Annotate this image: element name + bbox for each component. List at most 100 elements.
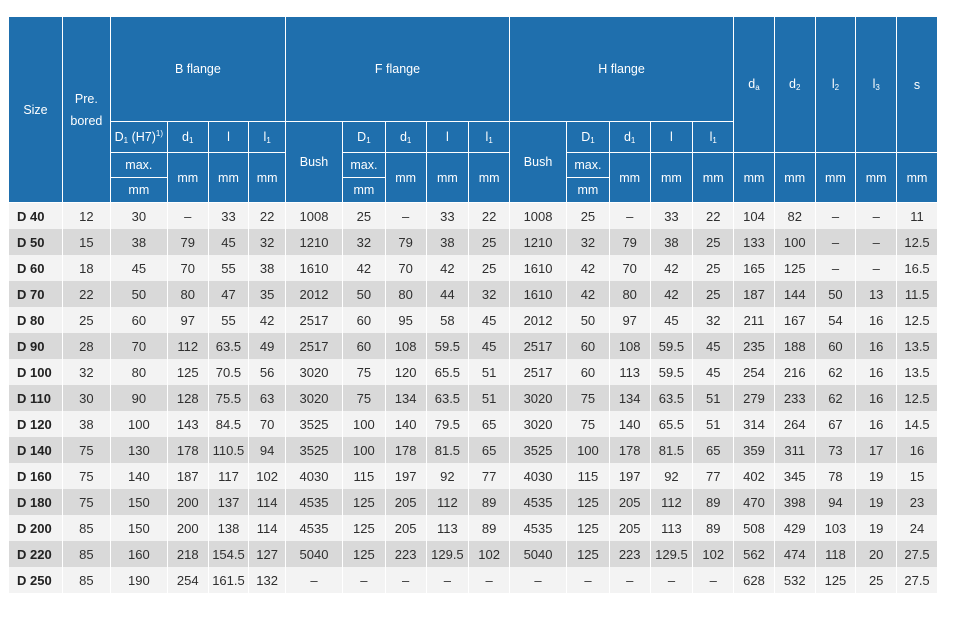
header-h-max: max. [566, 152, 610, 178]
table-cell: 42 [248, 307, 286, 333]
table-cell: 178 [384, 437, 427, 463]
header-b-d1-unit: mm [166, 152, 209, 203]
table-cell: 70 [109, 333, 168, 359]
header-l3: l3 [855, 16, 898, 153]
table-cell: 45 [468, 333, 511, 359]
table-cell: 108 [384, 333, 427, 359]
header-d2-unit: mm [773, 152, 816, 203]
table-cell: 125 [566, 541, 610, 567]
table-cell: 12.5 [896, 229, 938, 255]
table-cell: 80 [109, 359, 168, 385]
table-cell: 55 [207, 307, 250, 333]
table-cell: 562 [733, 541, 775, 567]
table-cell: 63.5 [207, 333, 250, 359]
header-h-l1: l1 [692, 121, 735, 153]
table-cell: 70.5 [207, 359, 250, 385]
table-cell: 114 [248, 489, 286, 515]
size-cell: D 220 [8, 541, 63, 567]
table-cell: 150 [109, 515, 168, 541]
table-cell: 178 [608, 437, 651, 463]
table-cell: 4535 [284, 489, 344, 515]
table-cell: 81.5 [425, 437, 470, 463]
header-b-l: l [207, 121, 250, 153]
table-cell: 75 [566, 385, 610, 411]
header-s-unit: mm [896, 152, 938, 203]
header-size: Size [8, 16, 63, 203]
table-cell: 13 [855, 281, 898, 307]
table-cell: 113 [425, 515, 470, 541]
table-cell: 50 [109, 281, 168, 307]
table-cell: 20 [855, 541, 898, 567]
table-cell: 25 [566, 202, 610, 229]
table-cell: 102 [468, 541, 511, 567]
table-cell: 197 [608, 463, 651, 489]
table-cell: 16 [855, 307, 898, 333]
table-cell: 80 [384, 281, 427, 307]
table-cell: 264 [773, 411, 816, 437]
table-cell: 102 [248, 463, 286, 489]
table-cell: 84.5 [207, 411, 250, 437]
table-cell: 5040 [284, 541, 344, 567]
table-cell: – [814, 255, 857, 281]
table-cell: 65.5 [649, 411, 694, 437]
table-cell: 63.5 [649, 385, 694, 411]
table-cell: 12 [61, 202, 111, 229]
table-cell: 38 [109, 229, 168, 255]
header-f-flange: F flange [284, 16, 511, 122]
table-cell: 32 [248, 229, 286, 255]
table-cell: 115 [342, 463, 386, 489]
table-cell: 125 [566, 489, 610, 515]
table-cell: 200 [166, 515, 209, 541]
table-cell: 79 [608, 229, 651, 255]
table-cell: 16 [896, 437, 938, 463]
size-cell: D 120 [8, 411, 63, 437]
table-cell: 75 [61, 489, 111, 515]
table-cell: 402 [733, 463, 775, 489]
table-cell: 25 [468, 255, 511, 281]
table-cell: 474 [773, 541, 816, 567]
table-cell: 38 [649, 229, 694, 255]
table-cell: 128 [166, 385, 209, 411]
table-cell: 205 [608, 515, 651, 541]
table-row: D 250 85 190 254 161.5 132– – – – – – – – – –628 532 125… [8, 567, 938, 593]
table-cell: 82 [773, 202, 816, 229]
table-cell: 32 [468, 281, 511, 307]
table-cell: 50 [814, 281, 857, 307]
table-cell: 90 [109, 385, 168, 411]
table-cell: 144 [773, 281, 816, 307]
table-cell: 187 [733, 281, 775, 307]
table-cell: 112 [166, 333, 209, 359]
header-f-d1-unit: mm [384, 152, 427, 203]
header-h-l1-unit: mm [692, 152, 735, 203]
table-cell: 51 [692, 385, 735, 411]
table-cell: 22 [61, 281, 111, 307]
header-f-l1: l1 [468, 121, 511, 153]
table-cell: 12.5 [896, 307, 938, 333]
table-cell: 115 [566, 463, 610, 489]
table-cell: 33 [649, 202, 694, 229]
table-cell: 49 [248, 333, 286, 359]
table-cell: 3525 [509, 437, 568, 463]
table-cell: – [342, 567, 386, 593]
table-cell: 15 [896, 463, 938, 489]
table-cell: 38 [425, 229, 470, 255]
table-cell: 54 [814, 307, 857, 333]
size-cell: D 250 [8, 567, 63, 593]
table-cell: 65 [692, 437, 735, 463]
table-cell: – [384, 202, 427, 229]
table-cell: 3020 [509, 385, 568, 411]
header-d2: d2 [773, 16, 816, 153]
header-h-d1-unit: mm [608, 152, 651, 203]
table-cell: 16 [855, 333, 898, 359]
table-cell: 254 [733, 359, 775, 385]
table-row: D 50 15 38 79 45 32 1210 32 79 38 25 1210 32 79 38 25 13… [8, 229, 938, 255]
table-cell: 254 [166, 567, 209, 593]
table-cell: 100 [342, 411, 386, 437]
table-cell: 70 [384, 255, 427, 281]
header-f-l1-unit: mm [468, 152, 511, 203]
table-cell: 50 [566, 307, 610, 333]
table-cell: 100 [342, 437, 386, 463]
table-cell: 17 [855, 437, 898, 463]
table-cell: 19 [855, 463, 898, 489]
table-cell: 51 [468, 359, 511, 385]
